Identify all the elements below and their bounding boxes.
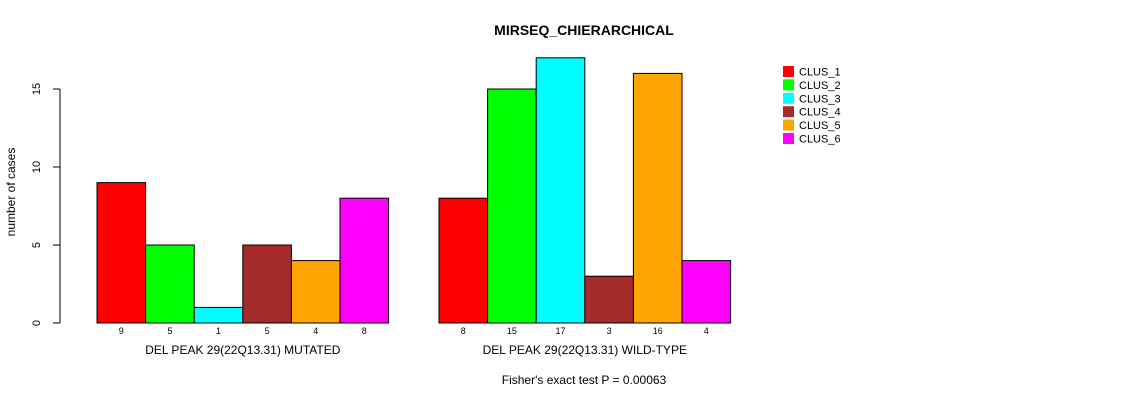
bar-clus_6-group1 xyxy=(339,197,390,324)
bar-clus_2-group2 xyxy=(487,88,537,324)
y-tick-label-5: 5 xyxy=(31,242,43,248)
y-tick-label-10: 10 xyxy=(31,161,43,173)
y-axis-label: number of cases xyxy=(4,148,18,237)
chart-title: MIRSEQ_CHIERARCHICAL xyxy=(494,22,674,38)
legend-swatch-clus_3 xyxy=(783,92,794,104)
bar-clus_5-group1 xyxy=(290,260,341,324)
count-label-clus_3-group2: 17 xyxy=(555,326,565,336)
count-label-clus_4-group2: 3 xyxy=(607,326,612,336)
bar-clus_5-group2 xyxy=(632,72,683,324)
count-label-clus_5-group1: 4 xyxy=(313,326,318,336)
y-tick-label-0: 0 xyxy=(31,320,43,326)
legend-label-clus_3: CLUS_3 xyxy=(799,93,841,105)
legend-swatch-clus_5 xyxy=(783,119,794,131)
count-label-clus_5-group2: 16 xyxy=(653,326,663,336)
legend-swatch-clus_2 xyxy=(783,79,794,91)
legend-label-clus_1: CLUS_1 xyxy=(799,67,841,79)
bar-clus_6-group2 xyxy=(681,260,732,324)
count-label-clus_2-group2: 15 xyxy=(507,326,517,336)
bar-clus_1-group2 xyxy=(438,197,489,324)
legend-swatch-clus_1 xyxy=(783,66,794,77)
count-label-clus_6-group1: 8 xyxy=(362,326,367,336)
group-label-1: DEL PEAK 29(22Q13.31) MUTATED xyxy=(145,343,341,357)
count-labels-layer: 9 5 1 5 4 8 8 15 17 3 16 4 xyxy=(119,326,709,336)
legend-label-clus_4: CLUS_4 xyxy=(799,107,841,119)
count-label-clus_1-group2: 8 xyxy=(461,326,466,336)
count-label-clus_6-group2: 4 xyxy=(704,326,709,336)
bar-clus_3-group2 xyxy=(535,57,586,324)
legend-swatch-clus_4 xyxy=(783,106,794,118)
bar-clus_2-group1 xyxy=(145,244,195,324)
count-label-clus_1-group1: 9 xyxy=(119,326,124,336)
count-label-clus_2-group1: 5 xyxy=(167,326,172,336)
legend-label-clus_6: CLUS_6 xyxy=(799,134,841,146)
count-label-clus_4-group1: 5 xyxy=(265,326,270,336)
group-labels-layer: DEL PEAK 29(22Q13.31) MUTATED DEL PEAK 29… xyxy=(145,343,687,357)
bar-clus_4-group2 xyxy=(584,275,634,324)
y-tick-label-15: 15 xyxy=(31,83,43,95)
fisher-test-footnote: Fisher's exact test P = 0.00063 xyxy=(502,373,667,387)
legend-label-clus_2: CLUS_2 xyxy=(799,80,841,92)
bar-clus_4-group1 xyxy=(242,244,292,324)
legend-label-clus_5: CLUS_5 xyxy=(799,120,841,132)
y-axis: 0 5 10 15 xyxy=(31,83,61,326)
bars-layer xyxy=(96,57,732,324)
bar-clus_3-group1 xyxy=(193,306,244,324)
group-label-2: DEL PEAK 29(22Q13.31) WILD-TYPE xyxy=(483,343,687,357)
legend-swatch-clus_6 xyxy=(783,133,794,144)
count-label-clus_3-group1: 1 xyxy=(216,326,221,336)
bar-clus_1-group1 xyxy=(96,182,147,324)
